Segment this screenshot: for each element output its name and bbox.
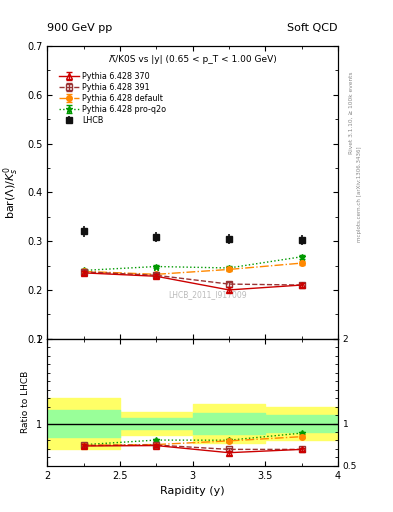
Text: Rivet 3.1.10, ≥ 100k events: Rivet 3.1.10, ≥ 100k events (349, 71, 354, 154)
Text: mcplots.cern.ch [arXiv:1306.3436]: mcplots.cern.ch [arXiv:1306.3436] (357, 147, 362, 242)
X-axis label: Rapidity (y): Rapidity (y) (160, 486, 225, 496)
Text: Soft QCD: Soft QCD (288, 23, 338, 33)
Y-axis label: bar($\Lambda$)/$K_s^0$: bar($\Lambda$)/$K_s^0$ (2, 166, 21, 219)
Text: 900 GeV pp: 900 GeV pp (47, 23, 112, 33)
Text: Λ̅/K0S vs |y| (0.65 < p_T < 1.00 GeV): Λ̅/K0S vs |y| (0.65 < p_T < 1.00 GeV) (109, 55, 276, 64)
Text: LHCB_2011_I917009: LHCB_2011_I917009 (168, 290, 246, 300)
Legend: Pythia 6.428 370, Pythia 6.428 391, Pythia 6.428 default, Pythia 6.428 pro-q2o, : Pythia 6.428 370, Pythia 6.428 391, Pyth… (57, 71, 168, 127)
Y-axis label: Ratio to LHCB: Ratio to LHCB (22, 371, 31, 434)
